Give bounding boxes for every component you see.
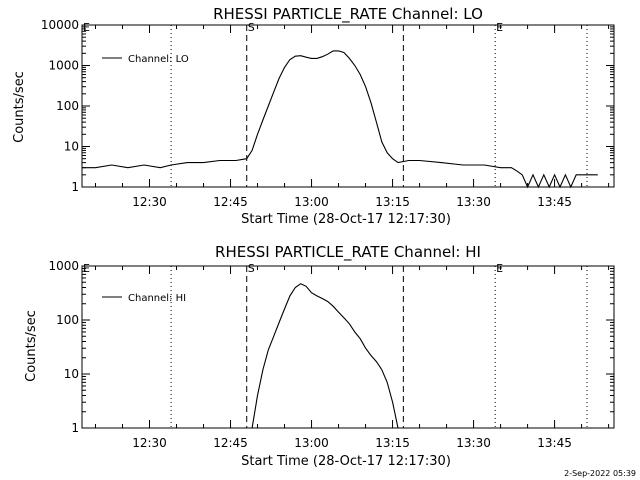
marker-label: E <box>83 21 90 34</box>
x-tick-label: 13:45 <box>537 195 572 209</box>
y-tick-label: 1000 <box>48 59 79 73</box>
y-tick-label: 100 <box>56 99 79 113</box>
plot-frame-lo <box>81 24 615 188</box>
x-axis-label-lo: Start Time (28-Oct-17 12:17:30) <box>241 212 451 227</box>
x-tick-label: 13:30 <box>456 436 491 450</box>
y-tick-label: 10 <box>64 367 79 381</box>
y-tick-label: 10 <box>64 140 79 154</box>
chart-title-hi: RHESSI PARTICLE_RATE Channel: HI <box>215 243 481 262</box>
x-tick-label: 13:00 <box>294 436 329 450</box>
y-axis-label-hi: Counts/sec <box>24 310 39 382</box>
y-tick-label: 1 <box>71 180 79 194</box>
marker-label: E <box>496 262 503 275</box>
x-tick-label: 12:30 <box>132 195 167 209</box>
legend-label-hi: Channel: HI <box>128 293 186 304</box>
x-tick-label: 13:00 <box>294 195 329 209</box>
x-tick-label: 12:45 <box>213 436 248 450</box>
y-tick-label: 10000 <box>41 18 79 32</box>
x-tick-label: 13:15 <box>375 436 410 450</box>
chart-title-lo: RHESSI PARTICLE_RATE Channel: LO <box>213 5 483 24</box>
hi-channel-chart: RHESSI PARTICLE_RATE Channel: HI Start T… <box>24 243 615 469</box>
x-tick-label: 12:30 <box>132 436 167 450</box>
footer-timestamp: 2-Sep-2022 05:39 <box>564 469 636 478</box>
x-tick-label: 13:45 <box>537 436 572 450</box>
y-tick-label: 1000 <box>48 259 79 273</box>
series-line-hi <box>251 283 399 429</box>
y-tick-label: 100 <box>56 313 79 327</box>
x-tick-label: 12:45 <box>213 195 248 209</box>
x-tick-label: 13:15 <box>375 195 410 209</box>
plot-frame-hi <box>81 265 615 429</box>
marker-label: E <box>83 262 90 275</box>
y-axis-label-lo: Counts/sec <box>12 71 27 143</box>
series-line-lo <box>82 50 598 189</box>
x-axis-label-hi: Start Time (28-Oct-17 12:17:30) <box>241 454 451 469</box>
x-tick-label: 13:30 <box>456 195 491 209</box>
marker-label: S <box>248 21 255 34</box>
marker-label: E <box>496 21 503 34</box>
legend-label-lo: Channel: LO <box>128 54 189 65</box>
lo-channel-chart: RHESSI PARTICLE_RATE Channel: LO Start T… <box>12 5 615 227</box>
y-tick-label: 1 <box>71 421 79 435</box>
marker-label: S <box>248 262 255 275</box>
